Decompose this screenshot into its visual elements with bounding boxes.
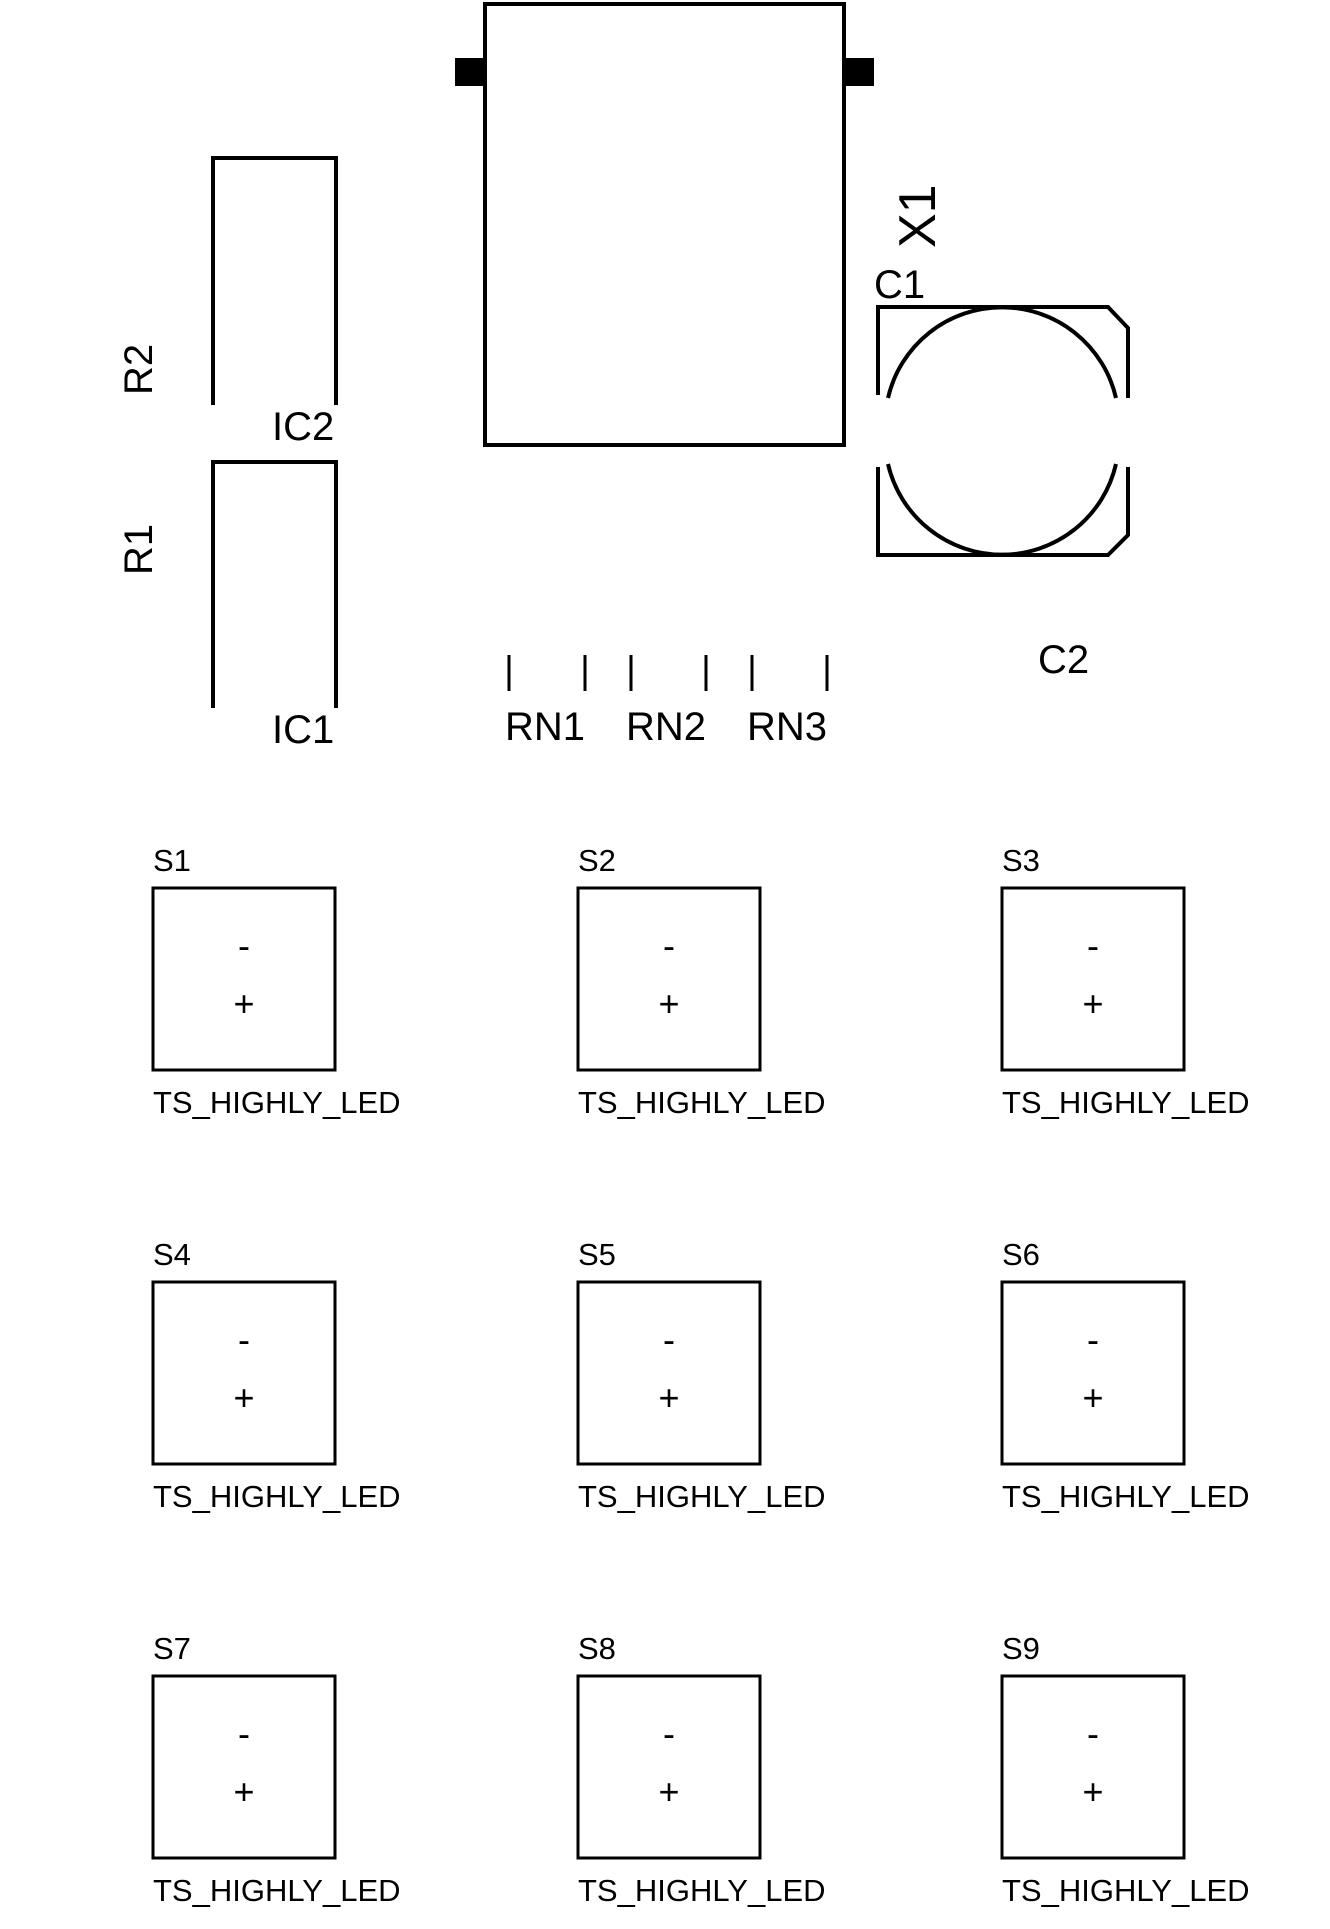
led-footprint: S8 - + TS_HIGHLY_LED <box>576 1631 826 1908</box>
r2-label: R2 <box>117 344 161 395</box>
resistor-networks: RN1 RN2 RN3 <box>505 655 829 749</box>
led-outline <box>1000 886 1186 1072</box>
led-value-label: TS_HIGHLY_LED <box>1002 1873 1250 1908</box>
led-cathode-mark: - <box>238 925 250 966</box>
led-cathode-mark: - <box>663 1319 675 1360</box>
led-ref-label: S9 <box>1002 1631 1040 1666</box>
c2-arc <box>886 463 1118 557</box>
led-ref-label: S1 <box>153 843 191 878</box>
led-anode-mark: + <box>658 1771 679 1812</box>
x1-label: X1 <box>889 184 947 248</box>
x1-body <box>483 2 846 447</box>
x1-right-tab <box>844 58 874 86</box>
led-footprint: S6 - + TS_HIGHLY_LED <box>1000 1237 1250 1514</box>
rn3-label: RN3 <box>747 705 827 749</box>
led-outline <box>1000 1674 1186 1860</box>
led-anode-mark: + <box>1082 1377 1103 1418</box>
rn1-label: RN1 <box>505 705 585 749</box>
capacitor-component: C1 C2 <box>874 263 1130 682</box>
x1-left-tab <box>455 58 485 86</box>
ic2-outline <box>211 156 338 405</box>
led-anode-mark: + <box>658 1377 679 1418</box>
led-cathode-mark: - <box>238 1713 250 1754</box>
c1-arc <box>886 305 1118 399</box>
led-value-label: TS_HIGHLY_LED <box>153 1873 401 1908</box>
led-anode-mark: + <box>1082 1771 1103 1812</box>
led-grid: S1 - + TS_HIGHLY_LED S2 - + TS_HIGHLY_LED S3 - + TS… <box>151 843 1250 1908</box>
x1-component: X1 <box>455 2 947 447</box>
led-cathode-mark: - <box>1087 925 1099 966</box>
led-anode-mark: + <box>658 983 679 1024</box>
led-outline <box>151 886 337 1072</box>
led-value-label: TS_HIGHLY_LED <box>1002 1479 1250 1514</box>
led-footprint: S2 - + TS_HIGHLY_LED <box>576 843 826 1120</box>
rn2-label: RN2 <box>626 705 706 749</box>
led-ref-label: S4 <box>153 1237 191 1272</box>
led-footprint: S5 - + TS_HIGHLY_LED <box>576 1237 826 1514</box>
led-cathode-mark: - <box>238 1319 250 1360</box>
led-outline <box>151 1674 337 1860</box>
ic1-outline <box>211 460 338 708</box>
led-value-label: TS_HIGHLY_LED <box>578 1085 826 1120</box>
led-anode-mark: + <box>1082 983 1103 1024</box>
led-cathode-mark: - <box>663 925 675 966</box>
led-outline <box>576 1280 762 1466</box>
led-cathode-mark: - <box>1087 1319 1099 1360</box>
led-ref-label: S2 <box>578 843 616 878</box>
led-value-label: TS_HIGHLY_LED <box>153 1479 401 1514</box>
led-ref-label: S8 <box>578 1631 616 1666</box>
led-footprint: S4 - + TS_HIGHLY_LED <box>151 1237 401 1514</box>
led-value-label: TS_HIGHLY_LED <box>578 1479 826 1514</box>
c1-label: C1 <box>874 263 925 307</box>
c2-label: C2 <box>1038 638 1089 682</box>
led-outline <box>151 1280 337 1466</box>
led-ref-label: S7 <box>153 1631 191 1666</box>
led-footprint: S7 - + TS_HIGHLY_LED <box>151 1631 401 1908</box>
r1-ic1-component: R1 IC1 <box>117 460 338 752</box>
led-anode-mark: + <box>233 1377 254 1418</box>
ic1-label: IC1 <box>272 708 334 752</box>
led-outline <box>576 1674 762 1860</box>
led-anode-mark: + <box>233 1771 254 1812</box>
r2-ic2-component: R2 IC2 <box>117 156 338 449</box>
c1-outline <box>876 305 1130 398</box>
led-ref-label: S3 <box>1002 843 1040 878</box>
led-outline <box>576 886 762 1072</box>
led-outline <box>1000 1280 1186 1466</box>
led-footprint: S1 - + TS_HIGHLY_LED <box>151 843 401 1120</box>
led-value-label: TS_HIGHLY_LED <box>578 1873 826 1908</box>
led-anode-mark: + <box>233 983 254 1024</box>
led-footprint: S9 - + TS_HIGHLY_LED <box>1000 1631 1250 1908</box>
ic2-label: IC2 <box>272 405 334 449</box>
r1-label: R1 <box>117 524 161 575</box>
led-cathode-mark: - <box>1087 1713 1099 1754</box>
led-footprint: S3 - + TS_HIGHLY_LED <box>1000 843 1250 1120</box>
led-ref-label: S6 <box>1002 1237 1040 1272</box>
led-cathode-mark: - <box>663 1713 675 1754</box>
led-value-label: TS_HIGHLY_LED <box>1002 1085 1250 1120</box>
led-ref-label: S5 <box>578 1237 616 1272</box>
c2-outline <box>876 467 1130 557</box>
led-value-label: TS_HIGHLY_LED <box>153 1085 401 1120</box>
